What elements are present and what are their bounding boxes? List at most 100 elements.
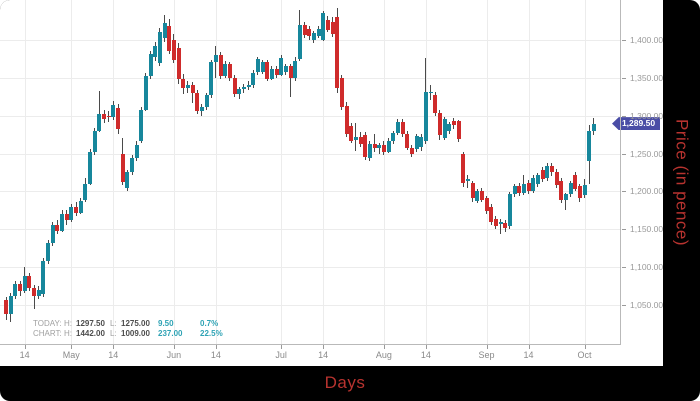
x-axis-tick <box>584 345 586 349</box>
x-axis-tick <box>383 345 385 349</box>
candle-body-up <box>535 174 540 184</box>
gridline-vertical <box>486 0 488 344</box>
candle-wick <box>467 174 469 189</box>
candle-body-down <box>325 19 330 31</box>
y-axis-tick <box>622 77 626 79</box>
x-axis-label: Jul <box>275 350 287 360</box>
candle-body-up <box>78 200 83 213</box>
legend-today-label: TODAY: <box>33 319 62 328</box>
candle-body-up <box>531 177 536 192</box>
candle-wick <box>215 46 217 78</box>
candle-body-down <box>32 288 36 296</box>
candle-body-up <box>83 183 88 201</box>
candle-body-down <box>344 105 349 134</box>
candle-body-down <box>176 47 181 80</box>
y-axis-label: 1,250.00 <box>630 148 664 159</box>
y-axis-label: 1,350.00 <box>630 72 664 83</box>
candle-body-down <box>400 121 405 134</box>
candle-body-up <box>22 276 27 292</box>
candle-body-up <box>223 64 228 77</box>
candle-body-up <box>442 118 447 138</box>
candle-body-up <box>391 133 396 142</box>
candle-body-up <box>563 194 568 201</box>
y-axis-tick <box>622 115 626 117</box>
legend-chart-change-pct: 22.5% <box>200 329 223 338</box>
candle-body-down <box>489 206 494 222</box>
candle-body-down <box>484 198 489 212</box>
x-axis-tick <box>281 345 283 349</box>
candle-body-up <box>97 114 102 131</box>
candle-body-down <box>181 79 186 89</box>
candle-body-up <box>143 76 148 110</box>
candle-body-down <box>461 154 466 184</box>
x-axis-line <box>0 344 621 345</box>
candle-body-down <box>335 17 340 89</box>
candle-body-down <box>493 218 498 227</box>
candle-body-down <box>372 143 377 149</box>
candle-body-down <box>64 214 69 221</box>
x-axis-title-band: Days <box>0 366 690 399</box>
candle-body-down <box>227 64 232 78</box>
candle-body-down <box>106 115 111 118</box>
candlestick-plot-area[interactable] <box>0 0 620 344</box>
candle-body-down <box>339 77 344 108</box>
candle-body-down <box>195 93 200 112</box>
candle-body-up <box>568 183 573 195</box>
candle-body-up <box>199 106 204 112</box>
candle-body-down <box>102 114 106 119</box>
candle-body-down <box>274 68 279 75</box>
candle-body-up <box>213 55 218 62</box>
y-axis-tick <box>622 267 626 269</box>
candle-body-up <box>447 124 452 131</box>
gridline-vertical <box>173 0 175 344</box>
candle-body-up <box>587 130 592 162</box>
legend-row-today: TODAY: H: 1297.50 L: 1275.00 9.50 0.7% <box>0 319 400 329</box>
candle-body-up <box>50 224 55 243</box>
legend-today-change-pct: 0.7% <box>200 319 219 328</box>
y-axis-tick <box>622 304 626 306</box>
legend-today-low-label: L: <box>110 319 117 328</box>
candle-body-up <box>507 194 512 227</box>
candle-body-up <box>125 171 130 189</box>
candle-body-down <box>171 40 176 61</box>
candle-body-up <box>521 183 526 193</box>
gridline-vertical <box>215 0 217 344</box>
candle-body-down <box>18 283 22 292</box>
candle-body-up <box>260 62 265 72</box>
candle-body-down <box>577 186 582 199</box>
candle-body-up <box>475 191 480 202</box>
x-axis-tick <box>24 345 26 349</box>
candle-body-down <box>381 145 386 152</box>
candle-body-down <box>358 136 363 145</box>
candle-body-down <box>349 125 354 141</box>
candle-body-down <box>363 135 368 158</box>
candle-body-up <box>134 144 139 159</box>
candle-body-up <box>353 136 358 140</box>
candle-body-up <box>185 84 190 89</box>
candle-body-down <box>526 183 531 192</box>
candle-body-up <box>153 46 158 57</box>
candle-body-down <box>288 65 293 78</box>
x-axis-label: Aug <box>375 350 392 360</box>
x-axis-tick <box>113 345 115 349</box>
candle-body-down <box>4 300 8 314</box>
gridline-horizontal <box>0 267 620 269</box>
legend-chart-high-value: 1442.00 <box>76 329 105 338</box>
x-axis-label: Oct <box>577 350 592 360</box>
candle-wick <box>33 285 35 309</box>
candle-body-up <box>8 295 13 315</box>
candle-body-down <box>218 55 223 77</box>
candle-body-up <box>13 283 18 296</box>
candle-body-up <box>512 186 517 195</box>
candle-body-up <box>279 58 284 75</box>
candle-body-down <box>517 186 522 193</box>
candle-body-up <box>367 143 372 159</box>
candle-body-up <box>419 136 424 148</box>
candle-body-up <box>377 145 382 149</box>
candle-body-down <box>573 174 578 190</box>
x-axis-tick <box>323 345 325 349</box>
legend-chart-low-label: L: <box>110 329 117 338</box>
candle-body-up <box>293 61 298 78</box>
x-axis-tick <box>173 345 175 349</box>
